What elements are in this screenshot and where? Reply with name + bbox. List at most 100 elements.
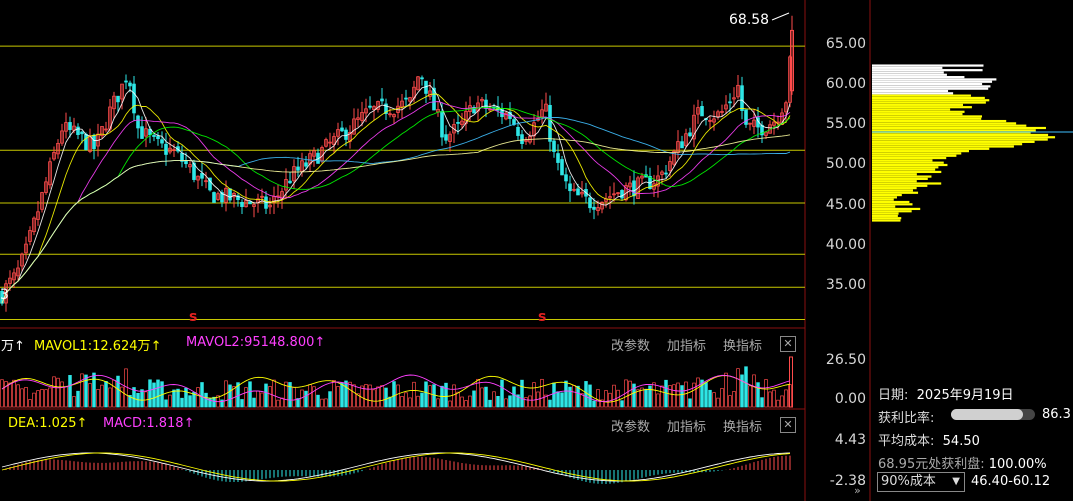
volume-bar [504, 398, 508, 408]
candle-body [452, 124, 456, 134]
change-params-button[interactable]: 改参数 [611, 339, 651, 354]
candle-body [340, 127, 344, 132]
chip-bar [872, 136, 1056, 139]
chip-bar [872, 103, 964, 106]
candle-body [64, 122, 68, 132]
candle-body [456, 122, 460, 124]
candle-body [208, 177, 212, 191]
chip-bar [872, 73, 947, 76]
candle-body [784, 102, 788, 113]
volume-bar [700, 379, 704, 408]
switch-indicator-button[interactable]: 换指标 [723, 339, 763, 354]
candle-body [368, 105, 372, 108]
volume-bar [740, 374, 744, 408]
volume-bar [276, 399, 280, 408]
candle-body [216, 193, 220, 200]
candle-body [112, 95, 116, 110]
volume-ma-line [1, 374, 791, 403]
volume-bar [540, 378, 544, 408]
volume-bar [520, 379, 524, 408]
volume-bar [640, 387, 644, 408]
volume-bar [544, 394, 548, 408]
scroll-right-icon[interactable]: » [854, 484, 861, 497]
volume-bar [692, 382, 696, 408]
add-indicator-button[interactable]: 加指标 [667, 339, 707, 354]
chip-bar [872, 94, 971, 97]
candle-body [632, 180, 636, 197]
candle-body [372, 106, 376, 110]
volume-bar [324, 398, 328, 408]
chip-bar [872, 78, 997, 81]
chip-bar [872, 115, 983, 118]
volume-bar [376, 386, 380, 408]
chip-bar [872, 76, 965, 79]
candle-body [592, 206, 596, 210]
chip-bar [872, 217, 902, 220]
add-indicator-button[interactable]: 加指标 [667, 420, 707, 435]
candle-body [92, 134, 96, 149]
candle-body [576, 188, 580, 196]
chip-bar [872, 212, 899, 215]
volume-bar [428, 385, 432, 408]
volume-bar [480, 387, 484, 408]
chip-bar [872, 184, 928, 187]
candle-body [712, 118, 716, 123]
volume-bar [548, 399, 552, 408]
candle-body [260, 195, 264, 198]
candle-body [12, 272, 16, 281]
volume-bar [260, 392, 264, 408]
candle-body [164, 143, 168, 155]
volume-bar [764, 379, 768, 408]
candle-body [564, 174, 568, 182]
change-params-button[interactable]: 改参数 [611, 420, 651, 435]
volume-bar [412, 381, 416, 408]
volume-bar [268, 386, 272, 408]
volume-bar [380, 385, 384, 408]
volume-bar [132, 387, 136, 408]
volume-bar [496, 396, 500, 408]
chip-bar [872, 99, 990, 102]
volume-bar [372, 389, 376, 408]
volume-bar [716, 397, 720, 408]
volume-bar [104, 381, 108, 408]
volume-bar [40, 389, 44, 408]
volume-bar [164, 399, 168, 408]
moving-average-line [1, 93, 791, 304]
candle-body [76, 126, 80, 135]
candle-body [292, 166, 296, 182]
volume-bar [760, 397, 764, 408]
candle-body [408, 97, 412, 102]
candle-body [596, 207, 600, 212]
cost-percent-select[interactable]: 90%成本 ▼ [877, 472, 965, 492]
candle-body [400, 100, 404, 108]
volume-bar [724, 372, 728, 408]
candle-body [684, 133, 688, 147]
avg-cost-row: 平均成本: 54.50 [878, 434, 980, 449]
close-icon[interactable]: ✕ [780, 417, 796, 433]
candle-body [212, 192, 216, 203]
candle-body [376, 101, 380, 110]
volume-bar [576, 385, 580, 408]
candle-body [680, 141, 684, 149]
candle-body [136, 115, 140, 129]
volume-bar [68, 375, 72, 408]
chip-bar [872, 150, 969, 153]
volume-bar [688, 398, 692, 408]
switch-indicator-button[interactable]: 换指标 [723, 420, 763, 435]
candle-body [708, 119, 712, 122]
chip-bar [872, 163, 948, 167]
volume-bar [356, 393, 360, 408]
volume-bar [384, 387, 388, 408]
close-icon[interactable]: ✕ [780, 336, 796, 352]
volume-bar [508, 395, 512, 408]
profit-at-price-row: 68.95元处获利盘: 100.00% [878, 457, 1047, 472]
volume-bar [96, 389, 100, 408]
candle-body [156, 135, 160, 140]
volume-bar [564, 380, 568, 408]
candle-body [556, 153, 560, 163]
volume-bar [748, 385, 752, 408]
candle-body [152, 135, 156, 137]
volume-bar [472, 390, 476, 408]
candle-body [356, 117, 360, 120]
